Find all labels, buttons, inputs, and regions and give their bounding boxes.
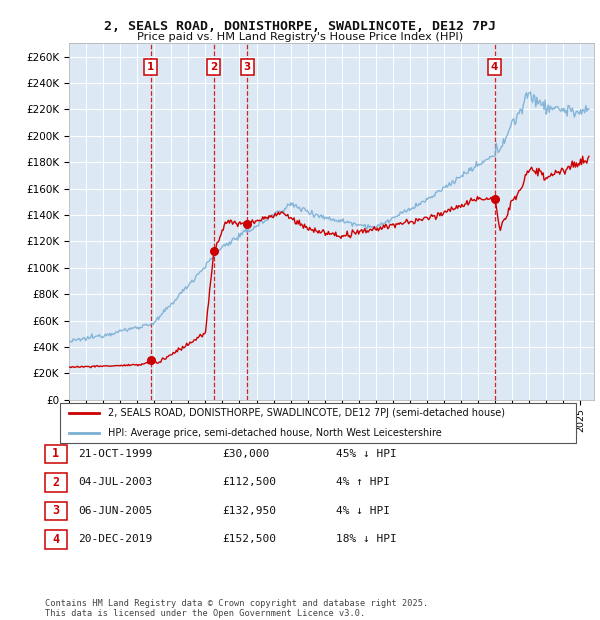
Text: 4% ↓ HPI: 4% ↓ HPI bbox=[336, 506, 390, 516]
Text: Contains HM Land Registry data © Crown copyright and database right 2025.
This d: Contains HM Land Registry data © Crown c… bbox=[45, 599, 428, 618]
Text: 18% ↓ HPI: 18% ↓ HPI bbox=[336, 534, 397, 544]
Text: £132,950: £132,950 bbox=[222, 506, 276, 516]
Text: 45% ↓ HPI: 45% ↓ HPI bbox=[336, 449, 397, 459]
Text: HPI: Average price, semi-detached house, North West Leicestershire: HPI: Average price, semi-detached house,… bbox=[108, 428, 442, 438]
Text: 1: 1 bbox=[147, 62, 154, 72]
Text: 21-OCT-1999: 21-OCT-1999 bbox=[78, 449, 152, 459]
Text: 4: 4 bbox=[52, 533, 59, 546]
Text: £112,500: £112,500 bbox=[222, 477, 276, 487]
Text: 2, SEALS ROAD, DONISTHORPE, SWADLINCOTE, DE12 7PJ (semi-detached house): 2, SEALS ROAD, DONISTHORPE, SWADLINCOTE,… bbox=[108, 408, 505, 418]
Text: 2: 2 bbox=[210, 62, 218, 72]
Text: 3: 3 bbox=[52, 505, 59, 517]
Text: Price paid vs. HM Land Registry's House Price Index (HPI): Price paid vs. HM Land Registry's House … bbox=[137, 32, 463, 42]
Text: 4% ↑ HPI: 4% ↑ HPI bbox=[336, 477, 390, 487]
Text: £30,000: £30,000 bbox=[222, 449, 269, 459]
Text: 06-JUN-2005: 06-JUN-2005 bbox=[78, 506, 152, 516]
Text: 4: 4 bbox=[491, 62, 499, 72]
Text: 3: 3 bbox=[244, 62, 251, 72]
Text: £152,500: £152,500 bbox=[222, 534, 276, 544]
Text: 20-DEC-2019: 20-DEC-2019 bbox=[78, 534, 152, 544]
Text: 1: 1 bbox=[52, 448, 59, 460]
Text: 2, SEALS ROAD, DONISTHORPE, SWADLINCOTE, DE12 7PJ: 2, SEALS ROAD, DONISTHORPE, SWADLINCOTE,… bbox=[104, 20, 496, 33]
Text: 04-JUL-2003: 04-JUL-2003 bbox=[78, 477, 152, 487]
Text: 2: 2 bbox=[52, 476, 59, 489]
